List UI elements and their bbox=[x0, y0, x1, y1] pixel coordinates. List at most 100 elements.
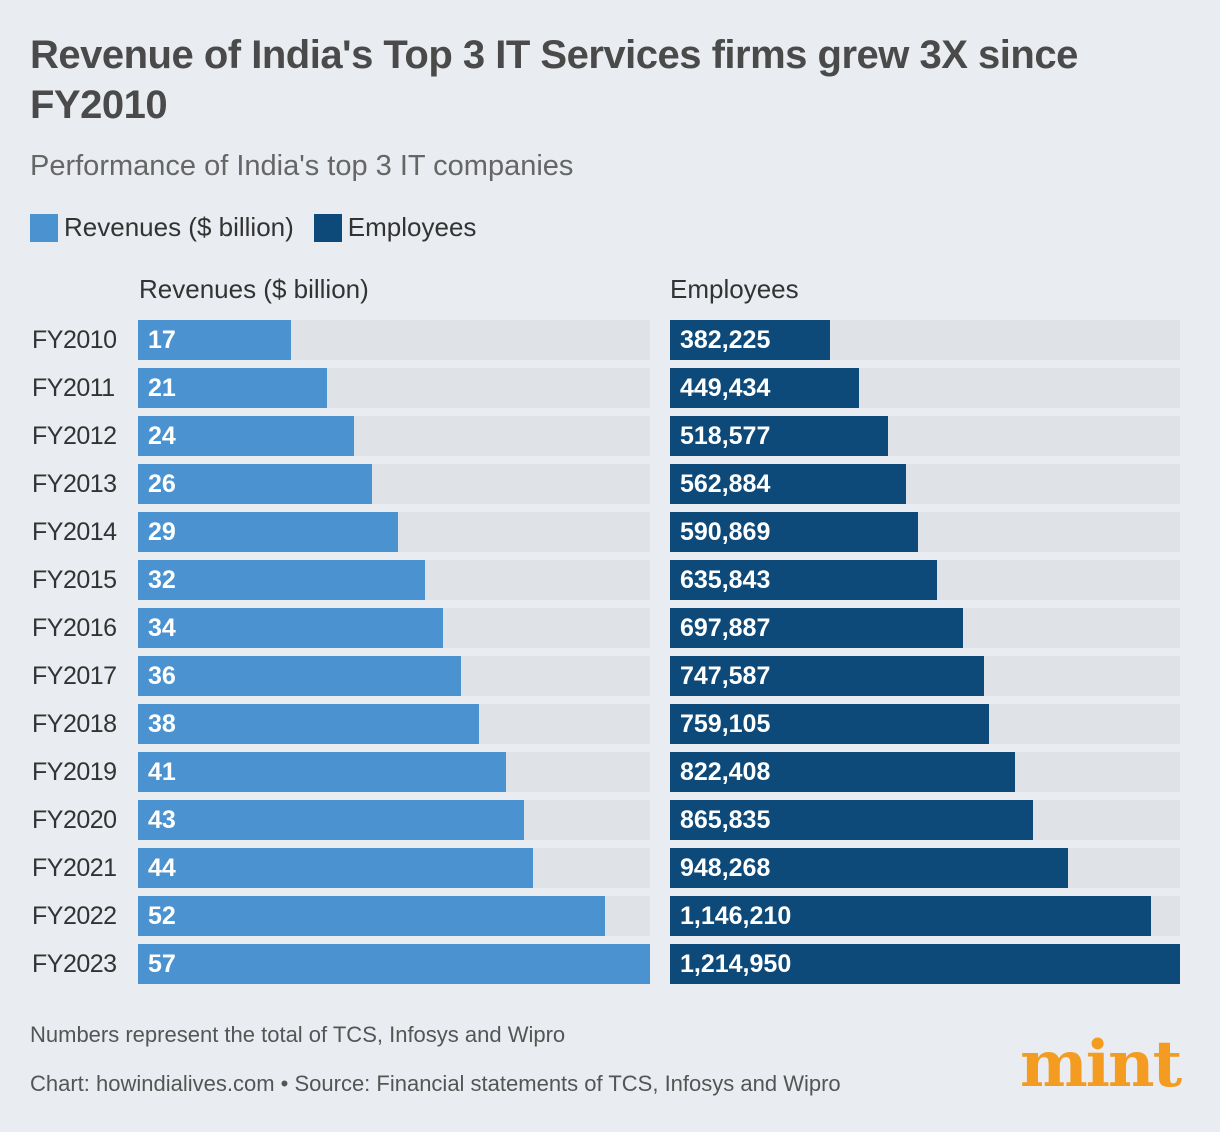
revenue-bar-track: 57 bbox=[138, 944, 650, 984]
employees-bar bbox=[670, 320, 831, 360]
revenue-value-label: 36 bbox=[148, 662, 176, 690]
employees-bar bbox=[670, 944, 1180, 984]
employees-bar-track: 948,268 bbox=[670, 848, 1180, 888]
revenue-bar-track: 41 bbox=[138, 752, 650, 792]
revenues-column-header: Revenues ($ billion) bbox=[139, 274, 369, 304]
employees-bar-track: 382,225 bbox=[670, 320, 1180, 360]
revenue-value-label: 17 bbox=[148, 326, 176, 354]
category-label: FY2018 bbox=[32, 710, 117, 738]
employees-bar-track: 590,869 bbox=[670, 512, 1180, 552]
category-label: FY2017 bbox=[32, 662, 117, 690]
revenue-value-label: 24 bbox=[148, 422, 176, 450]
revenue-bar-track: 43 bbox=[138, 800, 650, 840]
employees-value-label: 590,869 bbox=[680, 518, 771, 546]
revenue-value-label: 52 bbox=[148, 902, 176, 930]
revenue-value-label: 29 bbox=[148, 518, 176, 546]
employees-bar bbox=[670, 512, 919, 552]
employees-bar-track: 1,214,950 bbox=[670, 944, 1180, 984]
employees-bar-track: 759,105 bbox=[670, 704, 1180, 744]
legend-item-employees: Employees bbox=[313, 212, 477, 243]
revenue-bar bbox=[138, 512, 399, 552]
employees-bar-track: 449,434 bbox=[670, 368, 1180, 408]
employees-value-label: 518,577 bbox=[680, 422, 771, 450]
footnote: Numbers represent the total of TCS, Info… bbox=[30, 1022, 566, 1047]
legend-label-revenues: Revenues ($ billion) bbox=[64, 212, 294, 242]
employees-value-label: 747,587 bbox=[680, 662, 771, 690]
chart-title: Revenue of India's Top 3 IT Services fir… bbox=[30, 33, 1078, 127]
employees-value-label: 1,214,950 bbox=[680, 950, 792, 978]
legend: Revenues ($ billion) Employees bbox=[30, 212, 496, 243]
employees-bar bbox=[670, 560, 937, 600]
revenue-bar-track: 34 bbox=[138, 608, 650, 648]
category-label: FY2010 bbox=[32, 326, 117, 354]
revenue-bar bbox=[138, 560, 426, 600]
legend-item-revenues: Revenues ($ billion) bbox=[30, 212, 294, 243]
revenue-value-label: 26 bbox=[148, 470, 176, 498]
revenue-bar-track: 44 bbox=[138, 848, 650, 888]
revenue-bar bbox=[138, 800, 525, 840]
revenue-bar bbox=[138, 464, 372, 504]
employees-value-label: 382,225 bbox=[680, 326, 771, 354]
employees-value-label: 822,408 bbox=[680, 758, 771, 786]
revenue-bar bbox=[138, 320, 291, 360]
employees-bar bbox=[670, 752, 1016, 792]
revenue-value-label: 21 bbox=[148, 374, 176, 402]
employees-bar-track: 697,887 bbox=[670, 608, 1180, 648]
employees-value-label: 562,884 bbox=[680, 470, 771, 498]
employees-value-label: 1,146,210 bbox=[680, 902, 792, 930]
revenue-value-label: 43 bbox=[148, 806, 176, 834]
revenue-bar bbox=[138, 704, 480, 744]
revenue-bar-track: 21 bbox=[138, 368, 650, 408]
legend-swatch-employees bbox=[313, 213, 342, 242]
employees-value-label: 865,835 bbox=[680, 806, 771, 834]
revenue-bar bbox=[138, 896, 606, 936]
category-label: FY2016 bbox=[32, 614, 117, 642]
employees-bar bbox=[670, 848, 1069, 888]
revenue-bar-track: 17 bbox=[138, 320, 650, 360]
revenue-bar bbox=[138, 416, 354, 456]
revenue-bar-track: 36 bbox=[138, 656, 650, 696]
employees-bar-track: 747,587 bbox=[670, 656, 1180, 696]
revenue-value-label: 44 bbox=[148, 854, 176, 882]
revenue-bar-track: 26 bbox=[138, 464, 650, 504]
employees-bar bbox=[670, 656, 984, 696]
legend-swatch-revenues bbox=[30, 213, 58, 242]
category-label: FY2011 bbox=[32, 374, 115, 402]
revenue-value-label: 41 bbox=[148, 758, 176, 786]
employees-column-header: Employees bbox=[670, 274, 799, 304]
revenue-bar bbox=[138, 848, 534, 888]
revenue-bar bbox=[138, 656, 462, 696]
employees-value-label: 697,887 bbox=[680, 614, 771, 642]
employees-bar bbox=[670, 896, 1152, 936]
revenue-value-label: 38 bbox=[148, 710, 176, 738]
category-label: FY2021 bbox=[32, 854, 117, 882]
legend-label-employees: Employees bbox=[347, 212, 477, 242]
employees-bar bbox=[670, 416, 888, 456]
category-label: FY2019 bbox=[32, 758, 117, 786]
revenue-bar-track: 52 bbox=[138, 896, 650, 936]
category-label: FY2015 bbox=[32, 566, 117, 594]
employees-bar bbox=[670, 800, 1034, 840]
revenue-value-label: 32 bbox=[148, 566, 176, 594]
employees-bar-track: 865,835 bbox=[670, 800, 1180, 840]
employees-bar-track: 635,843 bbox=[670, 560, 1180, 600]
employees-value-label: 635,843 bbox=[680, 566, 771, 594]
chart-subtitle: Performance of India's top 3 IT companie… bbox=[30, 150, 574, 182]
category-label: FY2012 bbox=[32, 422, 117, 450]
revenue-bar-track: 29 bbox=[138, 512, 650, 552]
employees-bar-track: 562,884 bbox=[670, 464, 1180, 504]
employees-bar bbox=[670, 368, 859, 408]
employees-value-label: 948,268 bbox=[680, 854, 771, 882]
category-label: FY2022 bbox=[32, 902, 117, 930]
employees-bar bbox=[670, 704, 989, 744]
employees-bar-track: 1,146,210 bbox=[670, 896, 1180, 936]
category-label: FY2020 bbox=[32, 806, 117, 834]
employees-value-label: 759,105 bbox=[680, 710, 771, 738]
employees-bar bbox=[670, 464, 907, 504]
revenue-bar bbox=[138, 608, 444, 648]
revenue-bar-track: 24 bbox=[138, 416, 650, 456]
revenue-bar-track: 32 bbox=[138, 560, 650, 600]
mint-logo: mint bbox=[1020, 1027, 1182, 1102]
revenue-bar-track: 38 bbox=[138, 704, 650, 744]
revenue-value-label: 57 bbox=[148, 950, 176, 978]
